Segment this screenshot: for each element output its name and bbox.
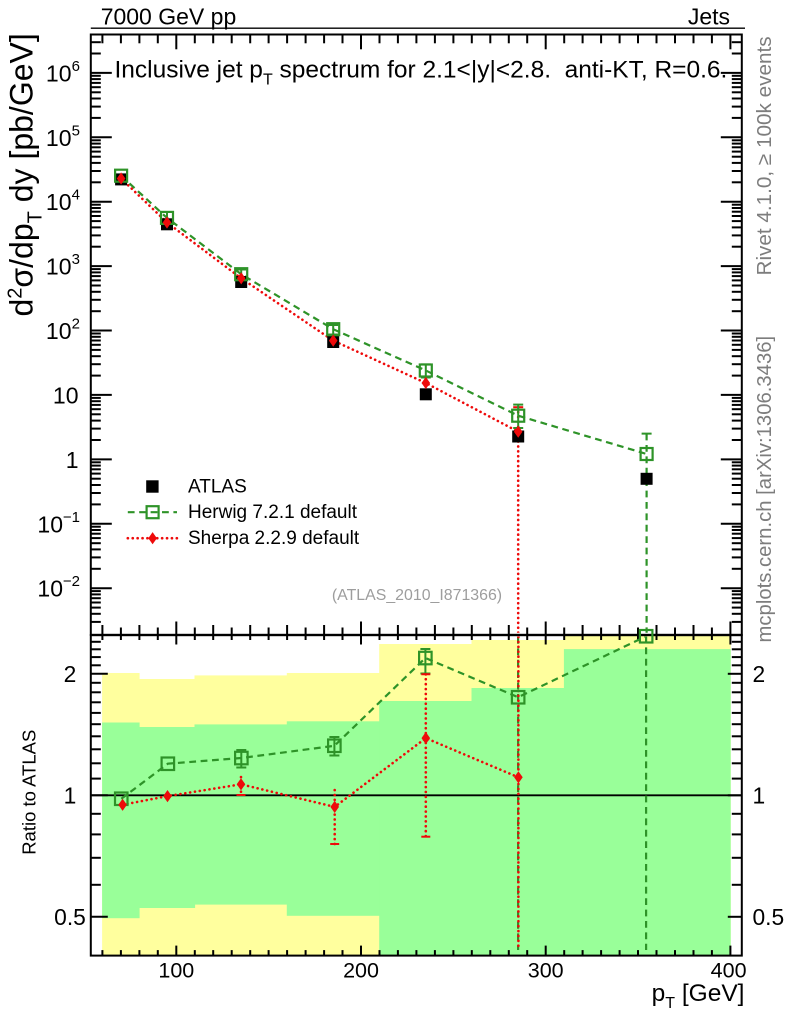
svg-text:ATLAS: ATLAS: [188, 476, 247, 497]
svg-text:0.5: 0.5: [54, 904, 86, 930]
svg-text:3: 3: [72, 251, 80, 268]
svg-text:10: 10: [53, 382, 79, 408]
svg-text:−1: −1: [63, 509, 80, 526]
svg-text:7000 GeV pp: 7000 GeV pp: [101, 4, 237, 30]
svg-text:−2: −2: [63, 573, 80, 590]
svg-text:2: 2: [64, 661, 77, 687]
svg-text:10: 10: [46, 189, 72, 215]
svg-text:1: 1: [66, 447, 79, 473]
svg-text:Inclusive jet pT spectrum for: Inclusive jet pT spectrum for 2.1<|y|<2.…: [115, 57, 728, 89]
svg-text:1: 1: [64, 783, 77, 809]
svg-text:300: 300: [528, 958, 564, 982]
svg-text:10: 10: [46, 125, 72, 151]
svg-text:400: 400: [711, 958, 747, 982]
svg-text:Rivet 4.1.0, ≥ 100k events: Rivet 4.1.0, ≥ 100k events: [753, 36, 776, 275]
svg-text:100: 100: [158, 958, 194, 982]
svg-text:10: 10: [37, 511, 63, 537]
svg-text:10: 10: [46, 60, 72, 86]
svg-text:(ATLAS_2010_I871366): (ATLAS_2010_I871366): [332, 587, 502, 604]
svg-text:10: 10: [46, 318, 72, 344]
svg-text:4: 4: [72, 187, 80, 204]
svg-text:10: 10: [46, 254, 72, 280]
svg-text:5: 5: [72, 122, 80, 139]
svg-text:Jets: Jets: [688, 4, 730, 30]
svg-text:0.5: 0.5: [753, 904, 785, 930]
svg-text:200: 200: [343, 958, 379, 982]
svg-text:10: 10: [37, 576, 63, 602]
svg-text:2: 2: [72, 316, 80, 333]
svg-text:mcplots.cern.ch [arXiv:1306.34: mcplots.cern.ch [arXiv:1306.3436]: [754, 336, 776, 643]
svg-text:Herwig 7.2.1 default: Herwig 7.2.1 default: [188, 502, 358, 523]
svg-text:1: 1: [753, 783, 766, 809]
svg-text:Sherpa 2.2.9 default: Sherpa 2.2.9 default: [188, 528, 360, 549]
svg-text:d2σ/dpT dy [pb/GeV]: d2σ/dpT dy [pb/GeV]: [4, 33, 47, 316]
svg-text:Ratio to ATLAS: Ratio to ATLAS: [19, 730, 40, 855]
svg-text:6: 6: [72, 58, 80, 75]
svg-text:2: 2: [753, 661, 766, 687]
